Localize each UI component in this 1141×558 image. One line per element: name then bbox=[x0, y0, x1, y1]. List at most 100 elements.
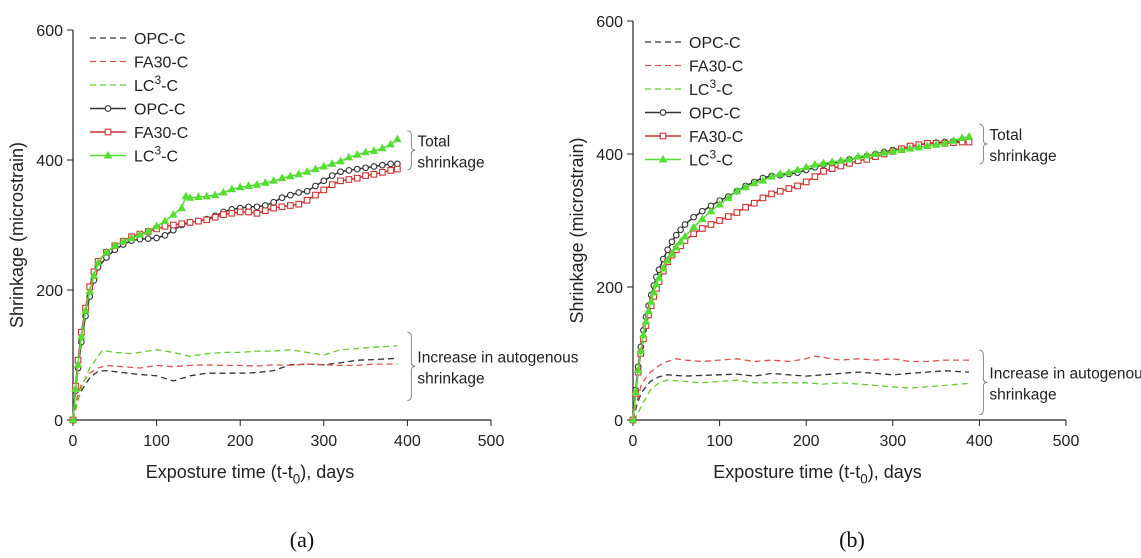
series-line bbox=[72, 357, 398, 421]
legend-label: FA30-C bbox=[134, 55, 188, 72]
legend-marker bbox=[103, 150, 113, 159]
data-point bbox=[370, 170, 378, 178]
data-point bbox=[742, 203, 749, 211]
series-line bbox=[72, 363, 398, 421]
data-point bbox=[169, 209, 178, 218]
y-tick-label: 400 bbox=[596, 147, 623, 164]
series-fa30-c-solid bbox=[629, 138, 973, 424]
annotation-text: Total bbox=[989, 127, 1022, 144]
data-point bbox=[697, 214, 707, 223]
data-point bbox=[801, 162, 811, 171]
data-point bbox=[295, 200, 303, 208]
series-fa30-c-dashed bbox=[72, 363, 398, 421]
data-point bbox=[820, 167, 827, 175]
series-lc3-c-dashed bbox=[632, 379, 970, 421]
data-point bbox=[668, 238, 676, 246]
series-fa30-c-dashed bbox=[632, 355, 969, 421]
data-point bbox=[287, 191, 294, 199]
data-point bbox=[897, 145, 906, 154]
data-point bbox=[680, 231, 690, 240]
data-point bbox=[940, 138, 950, 147]
data-point bbox=[178, 220, 186, 228]
data-point bbox=[345, 176, 353, 183]
data-point bbox=[161, 222, 169, 230]
series-line bbox=[632, 135, 970, 421]
data-point bbox=[185, 193, 195, 201]
data-point bbox=[871, 149, 880, 157]
annotation-text: Total bbox=[417, 133, 450, 150]
data-point bbox=[127, 233, 136, 241]
data-point bbox=[931, 140, 941, 148]
data-point bbox=[277, 173, 287, 182]
series-line bbox=[72, 168, 398, 421]
data-point bbox=[785, 185, 793, 192]
legend-label: OPC-C bbox=[134, 31, 186, 48]
x-tick-label: 100 bbox=[706, 433, 733, 450]
y-tick-label: 200 bbox=[36, 283, 63, 300]
data-point bbox=[362, 164, 369, 172]
data-point bbox=[378, 143, 387, 152]
data-point bbox=[633, 365, 643, 374]
annotation-text: shrinkage bbox=[417, 154, 484, 171]
legend-label: FA30-C bbox=[134, 125, 188, 142]
data-point bbox=[836, 156, 846, 164]
data-point bbox=[837, 162, 845, 170]
data-point bbox=[758, 175, 768, 184]
data-point bbox=[827, 157, 837, 165]
data-point bbox=[759, 194, 767, 202]
series-line bbox=[632, 139, 969, 421]
data-point bbox=[819, 158, 828, 167]
data-point bbox=[143, 226, 153, 235]
y-tick-label: 400 bbox=[36, 153, 63, 170]
data-point bbox=[793, 165, 802, 173]
data-point bbox=[252, 180, 262, 188]
data-point bbox=[202, 191, 212, 200]
data-point bbox=[767, 171, 776, 180]
data-point bbox=[261, 207, 269, 215]
y-tick-label: 0 bbox=[614, 413, 623, 430]
data-point bbox=[235, 182, 245, 191]
data-point bbox=[741, 182, 750, 191]
series-line bbox=[632, 379, 970, 421]
data-point bbox=[905, 144, 915, 152]
data-point bbox=[302, 167, 312, 175]
data-point bbox=[161, 232, 169, 239]
y-tick-label: 200 bbox=[596, 280, 623, 297]
data-point bbox=[81, 306, 90, 314]
data-point bbox=[387, 167, 395, 174]
data-point bbox=[228, 209, 236, 217]
data-point bbox=[811, 173, 819, 180]
data-point bbox=[303, 187, 311, 195]
data-point bbox=[672, 242, 681, 251]
annotation-text: Increase in autogenous bbox=[989, 365, 1141, 382]
data-point bbox=[393, 134, 402, 143]
data-point bbox=[681, 221, 689, 228]
data-point bbox=[794, 182, 801, 190]
data-point bbox=[706, 206, 716, 215]
data-point bbox=[89, 271, 99, 279]
legend-label: OPC-C bbox=[689, 106, 741, 123]
series-opc-c-dashed bbox=[632, 370, 970, 421]
data-point bbox=[723, 193, 733, 201]
data-point bbox=[312, 182, 319, 190]
data-point bbox=[776, 187, 784, 195]
data-point bbox=[320, 186, 328, 194]
series-opc-c-solid bbox=[69, 160, 401, 424]
annotation-text: Increase in autogenous bbox=[417, 349, 578, 366]
legend-label: OPC-C bbox=[134, 102, 186, 119]
y-axis-label: Shrinkage (microstrain) bbox=[7, 142, 27, 328]
data-point bbox=[219, 187, 228, 196]
legend-marker bbox=[659, 109, 667, 116]
chart-panel-b: 0 100 200 300 400 500 0 200 400 600 Exposture time… bbox=[567, 14, 1141, 486]
data-point bbox=[352, 150, 362, 158]
x-tick-label: 200 bbox=[227, 433, 254, 450]
data-point bbox=[802, 178, 810, 186]
x-tick-label: 200 bbox=[793, 433, 820, 450]
data-point bbox=[227, 184, 237, 193]
data-point bbox=[303, 196, 311, 204]
series-line bbox=[632, 370, 970, 421]
data-point bbox=[110, 241, 120, 249]
data-point bbox=[707, 221, 715, 228]
